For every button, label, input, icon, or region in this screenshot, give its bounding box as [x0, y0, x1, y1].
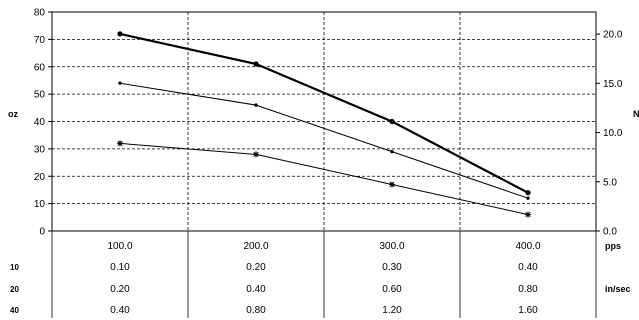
left-tick-label: 60 [34, 62, 46, 73]
data-point [117, 31, 123, 37]
table-row-label: 20 [10, 285, 19, 294]
right-tick-label: 5.0 [603, 177, 617, 188]
x-tick-label: 400.0 [515, 241, 540, 252]
left-tick-label: 70 [34, 35, 46, 46]
right-axis-ticks: 0.0 5.0 10.0 15.0 20.0 [596, 30, 623, 238]
x-tick-label: 100.0 [107, 241, 132, 252]
table-cell: 0.10 [110, 262, 130, 273]
series-line [119, 142, 529, 216]
left-tick-label: 30 [34, 144, 46, 155]
table-cell: 0.40 [518, 262, 538, 273]
data-point [390, 149, 394, 154]
x-tick-label: 200.0 [243, 241, 268, 252]
data-point [389, 118, 395, 125]
data-point [117, 140, 123, 147]
data-point [254, 103, 258, 107]
left-axis-label: oz [8, 109, 18, 119]
table-row-label: 10 [10, 263, 19, 272]
table-cell: 0.20 [110, 284, 130, 295]
grid [52, 11, 596, 231]
left-tick-label: 10 [34, 199, 46, 210]
right-axis-label: N [633, 109, 639, 119]
table-cell: 0.30 [382, 262, 402, 273]
right-tick-label: 20.0 [603, 30, 623, 41]
left-tick-label: 50 [34, 90, 46, 101]
left-tick-label: 0 [39, 227, 45, 238]
table-cell: 0.80 [246, 305, 266, 316]
series-group [117, 31, 531, 218]
data-point [389, 181, 395, 188]
left-axis-ticks: 0 10 20 30 40 50 60 70 80 [34, 8, 52, 238]
table-unit-label: in/sec [605, 284, 631, 294]
data-point [253, 61, 259, 67]
table-cell: 0.20 [246, 262, 266, 273]
series-line [119, 32, 529, 194]
table-cell: 0.40 [110, 305, 130, 316]
data-point [118, 81, 122, 85]
right-tick-label: 0.0 [603, 227, 617, 238]
x-unit-label: pps [605, 241, 621, 251]
right-tick-label: 10.0 [603, 128, 623, 139]
table-cell: 0.80 [518, 284, 538, 295]
series-line [119, 82, 529, 199]
left-tick-label: 20 [34, 172, 46, 183]
data-point [525, 190, 531, 196]
x-tick-label: 300.0 [379, 241, 404, 252]
table-cell: 1.60 [518, 305, 538, 316]
data-point [525, 211, 531, 218]
left-tick-label: 80 [34, 8, 46, 19]
table-cell: 0.40 [246, 284, 266, 295]
data-point [253, 151, 259, 158]
data-point [526, 196, 530, 200]
left-tick-label: 40 [34, 117, 46, 128]
table-cell: 0.60 [382, 284, 402, 295]
table-cell: 1.20 [382, 305, 402, 316]
table-row-label: 40 [10, 306, 19, 315]
right-tick-label: 15.0 [603, 79, 623, 90]
data-table: 100.0 200.0 300.0 400.0 pps 10 0.10 0.20 0.30 0.4… [10, 231, 631, 318]
